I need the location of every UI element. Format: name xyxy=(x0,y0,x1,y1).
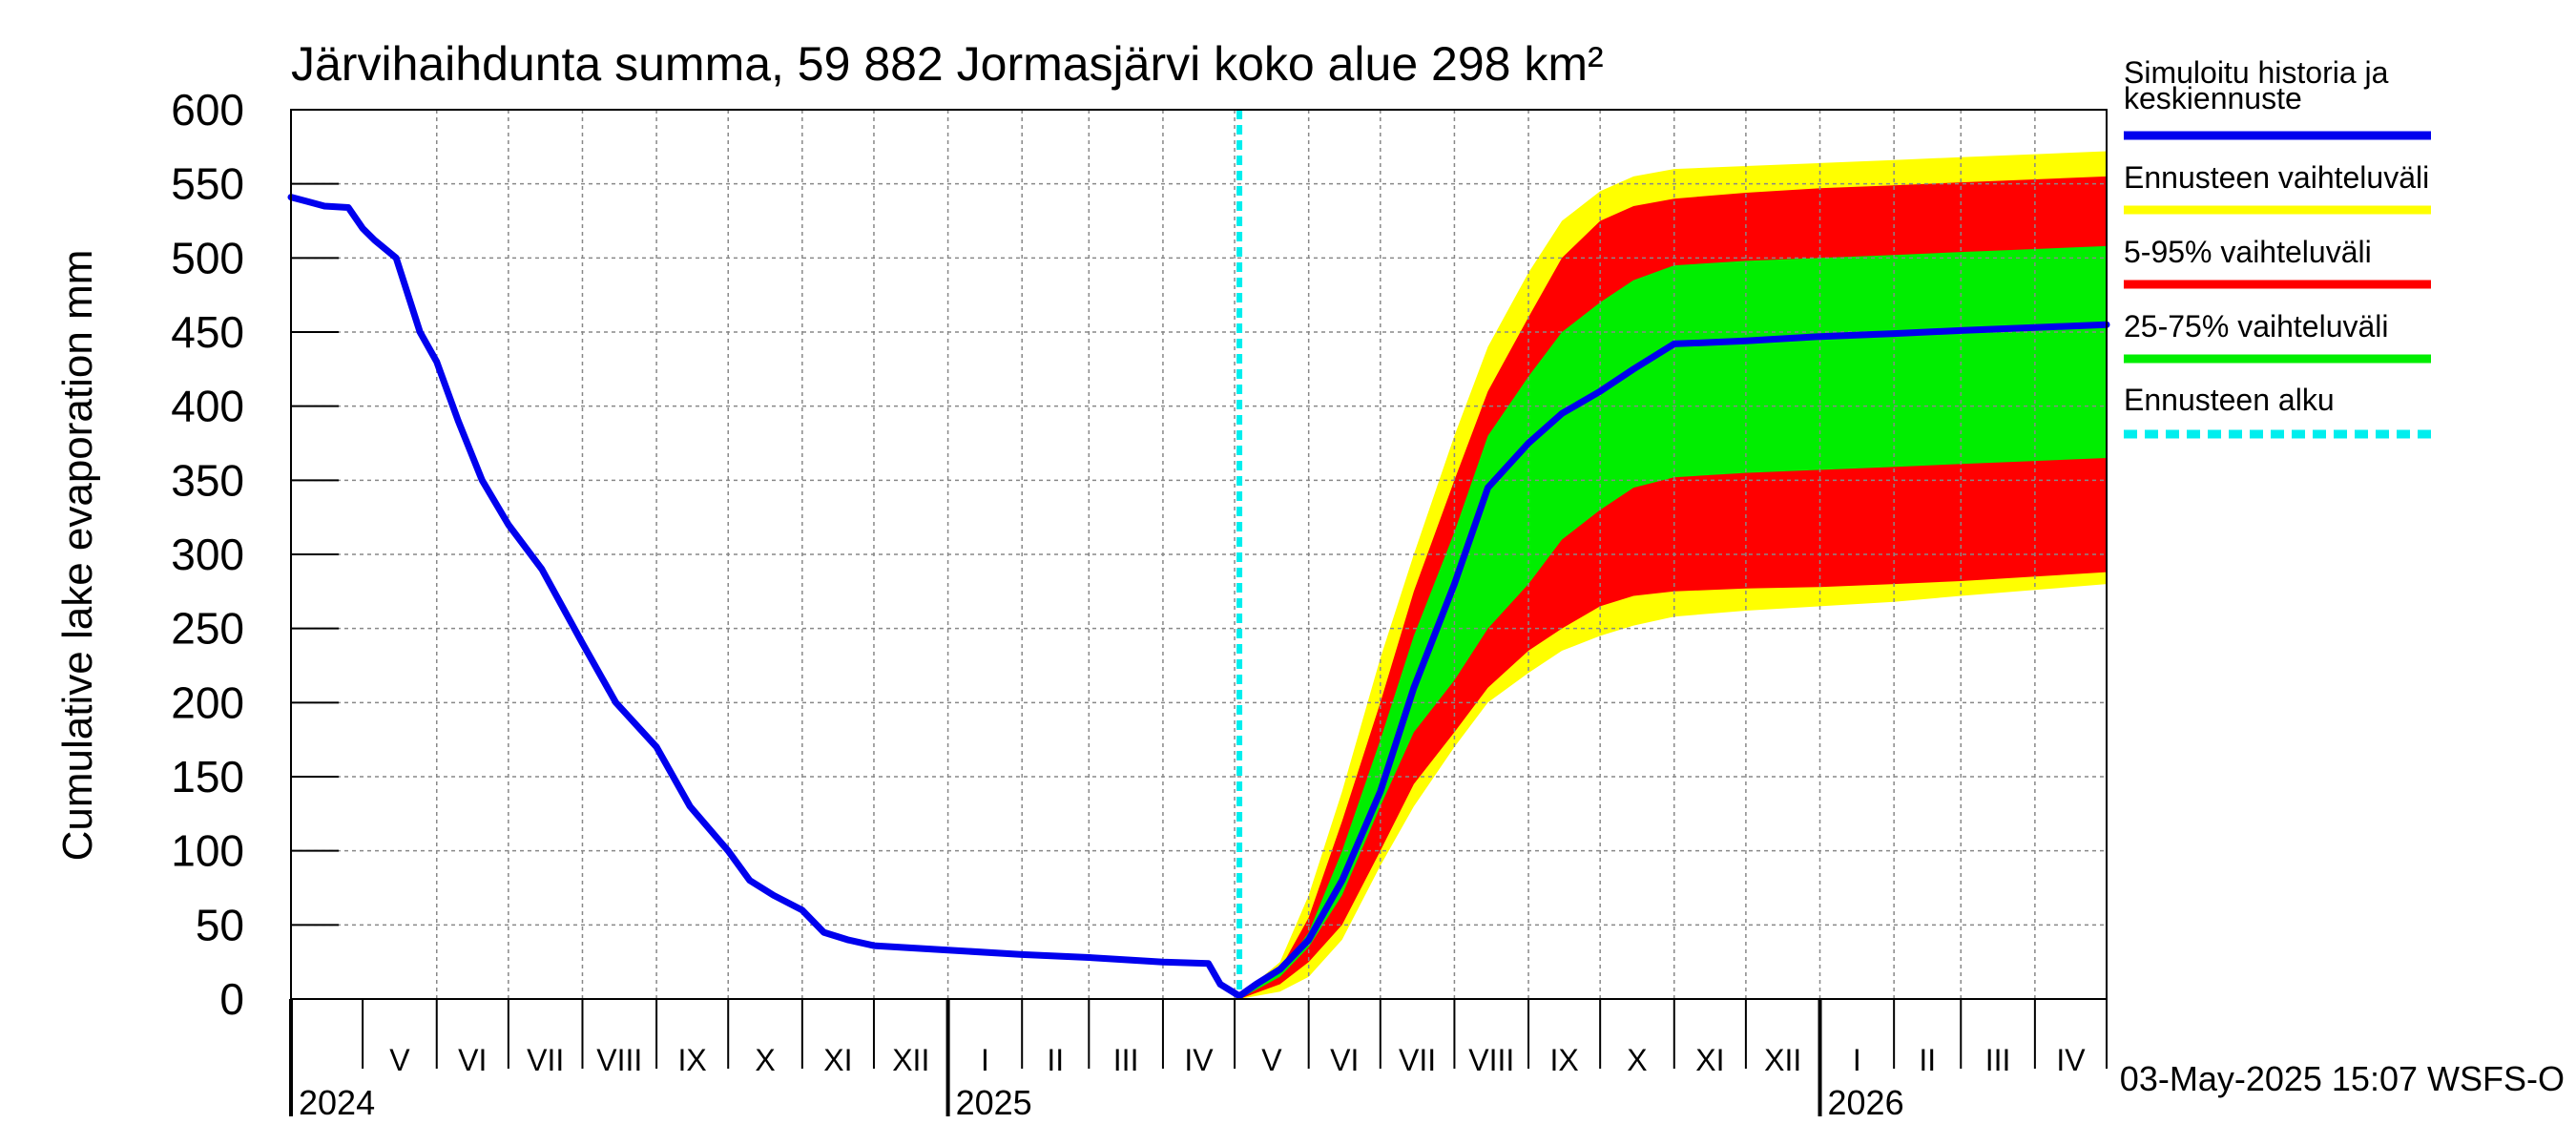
x-month-label-19: XII xyxy=(1764,1043,1801,1077)
x-year-label-1: 2025 xyxy=(956,1083,1032,1122)
y-tick-label-7: 350 xyxy=(171,455,244,505)
x-month-label-11: IV xyxy=(1184,1043,1214,1077)
x-month-label-8: I xyxy=(981,1043,989,1077)
x-month-label-2: VII xyxy=(527,1043,564,1077)
x-year-label-0: 2024 xyxy=(299,1083,375,1122)
x-month-label-14: VII xyxy=(1399,1043,1436,1077)
y-tick-label-9: 450 xyxy=(171,307,244,357)
plot-area xyxy=(287,109,2110,1000)
y-tick-label-1: 50 xyxy=(196,900,244,949)
x-month-label-20: I xyxy=(1853,1043,1861,1077)
x-month-label-0: V xyxy=(389,1043,410,1077)
y-axis-label: Cumulative lake evaporation mm xyxy=(54,250,101,862)
timestamp-footer: 03-May-2025 15:07 WSFS-O xyxy=(2120,1059,2565,1098)
x-month-label-10: III xyxy=(1113,1043,1139,1077)
x-month-label-21: II xyxy=(1919,1043,1936,1077)
legend-label-3: 25-75% vaihteluväli xyxy=(2124,309,2389,344)
x-month-label-3: VIII xyxy=(596,1043,642,1077)
x-month-label-17: X xyxy=(1627,1043,1647,1077)
x-year-label-2: 2026 xyxy=(1828,1083,1904,1122)
x-month-label-15: VIII xyxy=(1468,1043,1514,1077)
x-month-label-22: III xyxy=(1985,1043,2011,1077)
y-tick-label-2: 100 xyxy=(171,826,244,876)
x-month-label-4: IX xyxy=(678,1043,707,1077)
y-axis: 0 50 100 150 200 250 300 350 400 450 500 550 600 xyxy=(171,85,339,1024)
legend-label-0-1: keskiennuste xyxy=(2124,81,2302,115)
legend-label-1: Ennusteen vaihteluväli xyxy=(2124,160,2429,195)
y-tick-label-4: 200 xyxy=(171,677,244,727)
y-tick-label-10: 500 xyxy=(171,233,244,282)
y-tick-label-3: 150 xyxy=(171,752,244,802)
x-month-label-23: IV xyxy=(2056,1043,2086,1077)
band-2 xyxy=(1239,245,2107,999)
x-month-label-7: XII xyxy=(892,1043,929,1077)
y-tick-label-5: 250 xyxy=(171,604,244,654)
x-month-label-9: II xyxy=(1047,1043,1064,1077)
x-month-label-1: VI xyxy=(458,1043,487,1077)
x-axis: V VI VII VIII IX X XI XII I II III IV V VI VII VIII IX X X… xyxy=(289,999,2108,1122)
x-month-label-12: V xyxy=(1261,1043,1282,1077)
series-line-0 xyxy=(287,194,2110,1000)
y-tick-label-0: 0 xyxy=(219,974,244,1024)
legend-label-4: Ennusteen alku xyxy=(2124,383,2335,417)
legend-label-0: Simuloitu historia ja xyxy=(2124,55,2389,90)
y-tick-label-6: 300 xyxy=(171,530,244,579)
chart-title: Järvihaihdunta summa, 59 882 Jormasjärvi… xyxy=(291,37,1604,91)
y-tick-label-11: 550 xyxy=(171,159,244,209)
y-tick-label-12: 600 xyxy=(171,85,244,135)
x-month-label-18: XI xyxy=(1695,1043,1724,1077)
x-month-label-5: X xyxy=(755,1043,775,1077)
x-month-label-13: VI xyxy=(1330,1043,1359,1077)
x-month-label-16: IX xyxy=(1549,1043,1578,1077)
legend-label-2: 5-95% vaihteluväli xyxy=(2124,235,2372,269)
x-month-label-6: XI xyxy=(823,1043,852,1077)
y-tick-label-8: 400 xyxy=(171,382,244,431)
